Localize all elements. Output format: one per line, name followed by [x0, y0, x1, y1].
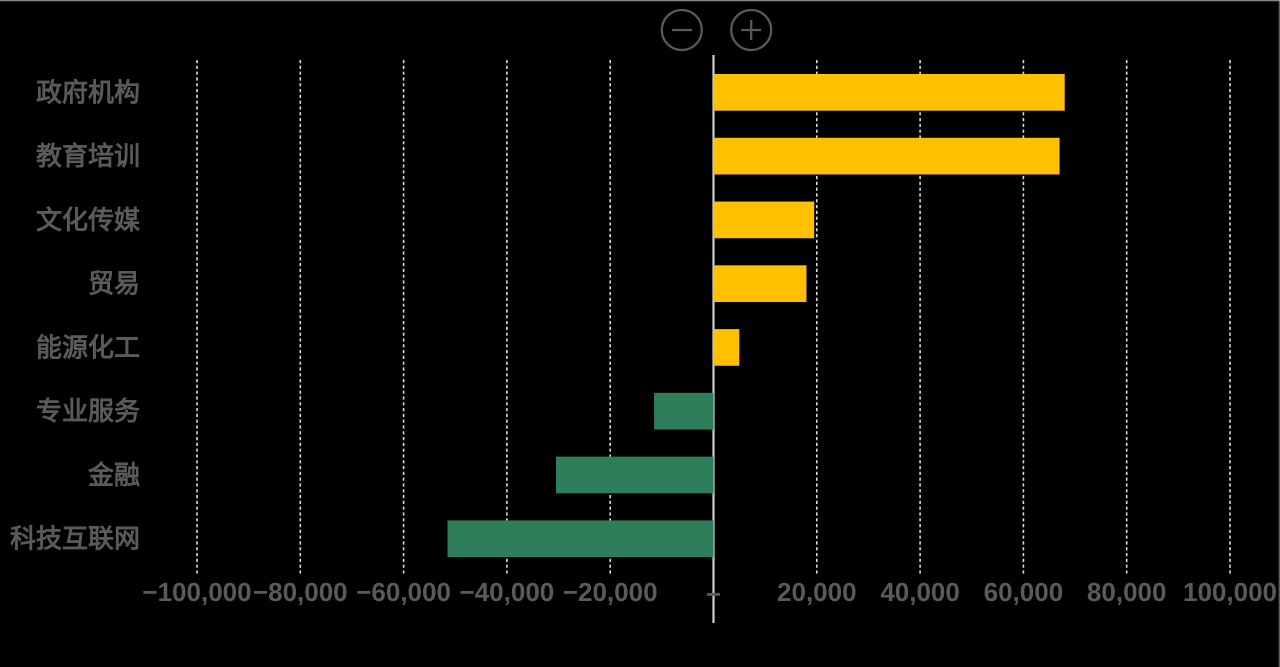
- svg-text:−100,000: −100,000: [142, 577, 251, 607]
- svg-text:专业服务: 专业服务: [36, 396, 140, 426]
- svg-text:60,000: 60,000: [984, 577, 1064, 607]
- svg-text:政府机构: 政府机构: [36, 77, 140, 107]
- svg-text:能源化工: 能源化工: [36, 332, 140, 362]
- svg-text:金融: 金融: [87, 460, 140, 490]
- svg-text:−80,000: −80,000: [253, 577, 348, 607]
- svg-text:文化传媒: 文化传媒: [36, 205, 141, 235]
- svg-text:−: −: [706, 579, 721, 609]
- svg-text:−20,000: −20,000: [563, 577, 658, 607]
- svg-text:20,000: 20,000: [777, 577, 857, 607]
- svg-text:−40,000: −40,000: [460, 577, 555, 607]
- svg-text:−60,000: −60,000: [356, 577, 451, 607]
- svg-text:科技互联网: 科技互联网: [10, 524, 140, 554]
- svg-text:100,000: 100,000: [1183, 577, 1277, 607]
- svg-text:教育培训: 教育培训: [36, 141, 140, 171]
- svg-text:80,000: 80,000: [1087, 577, 1167, 607]
- svg-text:贸易: 贸易: [88, 269, 140, 299]
- svg-text:40,000: 40,000: [880, 577, 960, 607]
